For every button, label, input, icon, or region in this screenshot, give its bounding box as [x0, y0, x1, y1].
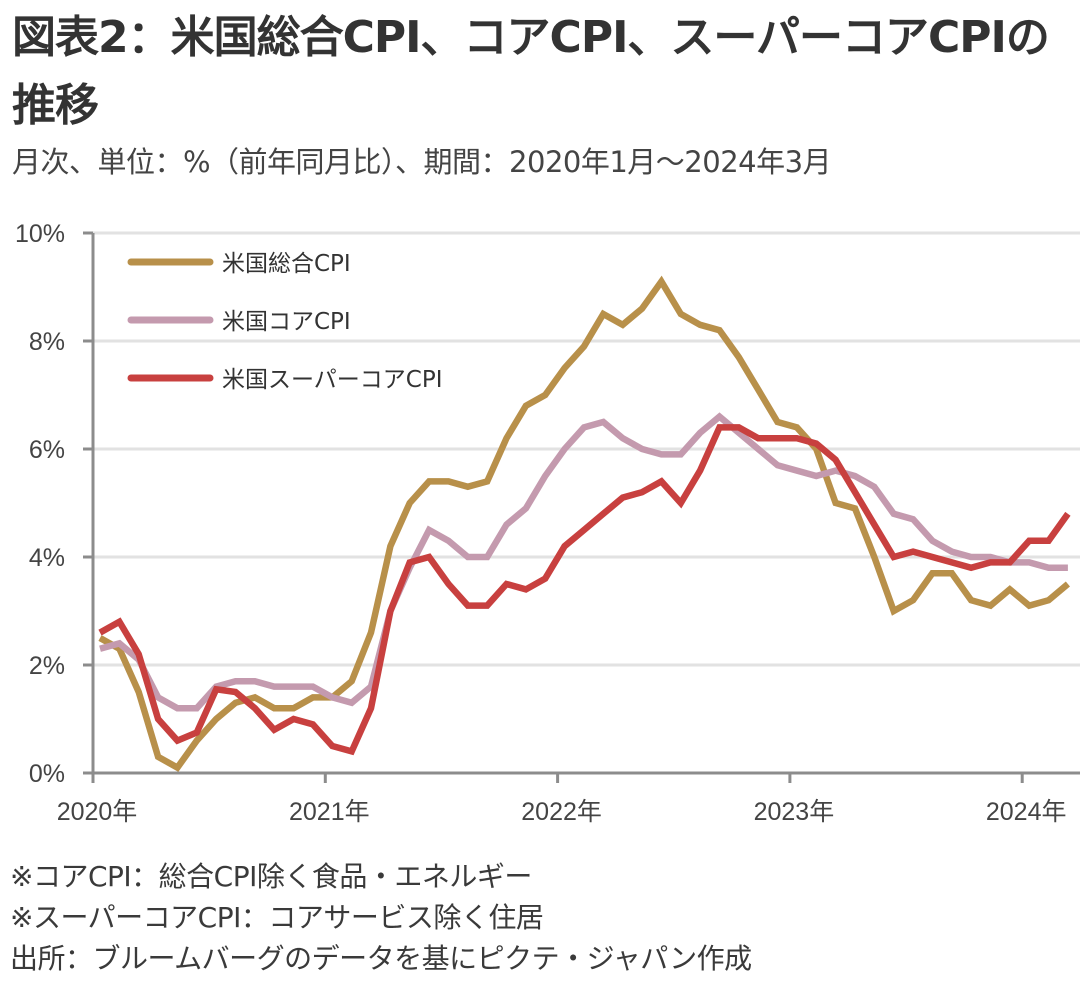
y-tick-label: 0% — [29, 760, 65, 788]
series-line-core-cpi — [99, 412, 1068, 712]
y-tick-label: 4% — [29, 544, 65, 572]
legend-label: 米国スーパーコアCPI — [222, 367, 442, 393]
cpi-line-chart: 0%2%4%6%8%10% 2020年 2021年 2022年 2023年 2024年 … — [15, 220, 1080, 826]
axes — [83, 233, 1080, 775]
x-tick-label: 2020年 — [57, 798, 138, 826]
y-tick-label: 2% — [29, 652, 65, 680]
x-tick-label: 2023年 — [754, 798, 835, 826]
x-tick-label: 2024年 — [986, 798, 1067, 826]
x-ticks: 2020年 2021年 2022年 2023年 2024年 — [57, 773, 1067, 826]
series-line-headline-cpi — [98, 275, 1070, 772]
footnote-source: 出所：ブルームバーグのデータを基にピクテ・ジャパン作成 — [10, 942, 752, 975]
legend-label: 米国総合CPI — [222, 251, 351, 277]
x-tick-label: 2022年 — [521, 798, 602, 826]
y-tick-label: 8% — [29, 328, 65, 356]
y-ticks: 0% 2% 4% 6% 8% 10% — [15, 220, 93, 788]
x-tick-label: 2021年 — [289, 798, 370, 826]
legend-label: 米国コアCPI — [222, 309, 351, 335]
footnote-core-cpi: ※コアCPI：総合CPI除く食品・エネルギー — [10, 860, 532, 893]
series-lines — [98, 275, 1071, 772]
series-line-supercore-cpi — [98, 424, 1071, 756]
chart-title: 図表2：米国総合CPI、コアCPI、スーパーコアCPIの推移 — [12, 12, 1050, 131]
grid-lines — [93, 231, 1080, 667]
y-tick-label: 6% — [29, 436, 65, 464]
chart-subtitle: 月次、単位：%（前年同月比）、期間：2020年1月～2024年3月 — [12, 145, 832, 179]
y-tick-label: 10% — [15, 220, 65, 248]
footnotes: ※コアCPI：総合CPI除く食品・エネルギー ※スーパーコアCPI：コアサービス… — [10, 856, 752, 979]
legend: 米国総合CPI 米国コアCPI 米国スーパーコアCPI — [127, 251, 442, 393]
footnote-supercore-cpi: ※スーパーコアCPI：コアサービス除く住居 — [10, 901, 544, 934]
